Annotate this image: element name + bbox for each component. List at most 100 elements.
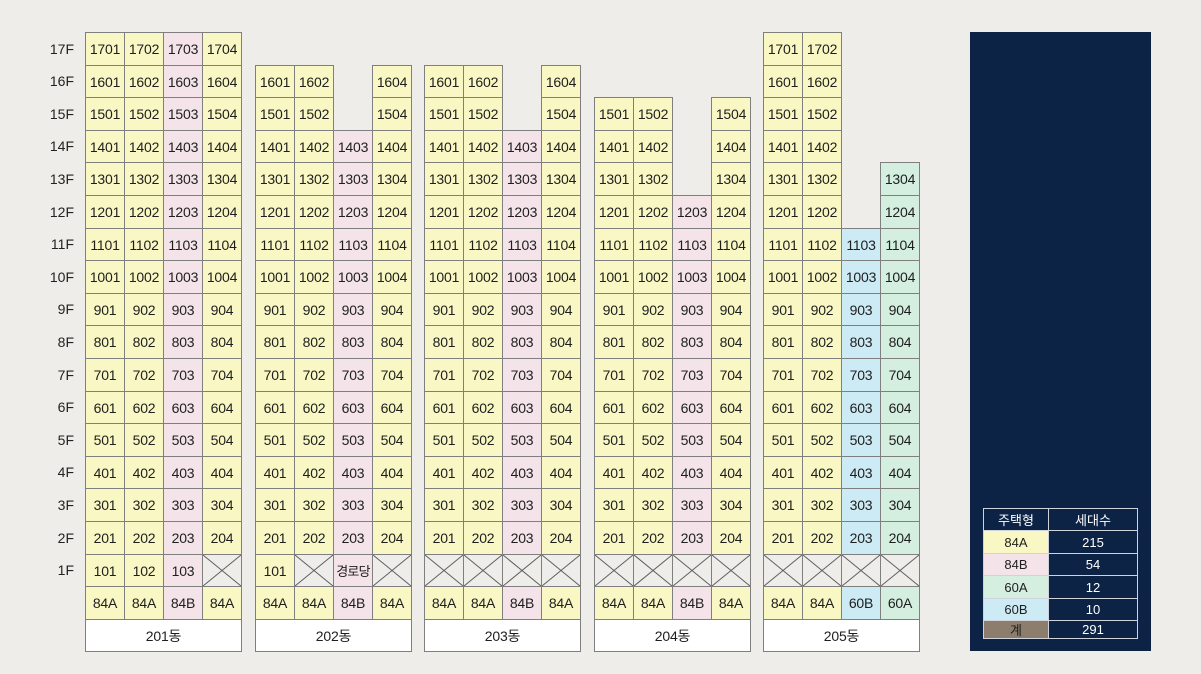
cross-mark-icon: [295, 555, 333, 586]
unit-cell: 1201: [85, 195, 125, 229]
unit-cell: 602: [802, 391, 842, 424]
unit-cell: 501: [424, 423, 464, 457]
unit-cell: 901: [85, 293, 125, 326]
unit-cell: 1103: [333, 228, 373, 261]
unit-cell: 201: [255, 521, 295, 555]
cross-mark-icon: [673, 555, 711, 586]
unit-cell: 1401: [255, 130, 295, 163]
unit-cell: 401: [85, 456, 125, 489]
unit-cell: 303: [841, 488, 881, 522]
cross-mark-icon: [712, 555, 750, 586]
unit-cell: 1501: [424, 97, 464, 131]
unit-cell: 1601: [255, 65, 295, 98]
unit-cell: 1202: [802, 195, 842, 229]
unit-cell: 1302: [124, 162, 164, 196]
unit-cell: 1204: [880, 195, 920, 229]
unit-cell: 1204: [711, 195, 751, 229]
unit-cell: 1702: [124, 32, 164, 66]
unit-cell: 1401: [424, 130, 464, 163]
unit-cell: 1204: [372, 195, 412, 229]
piloti-cell: [841, 554, 881, 587]
unit-cell: 1301: [424, 162, 464, 196]
unit-cell: 802: [463, 325, 503, 359]
unit-cell: 1002: [463, 260, 503, 294]
unit-cell: 1104: [541, 228, 581, 261]
unit-cell: 1103: [502, 228, 542, 261]
legend-count-cell: 12: [1048, 575, 1138, 599]
unit-cell: 403: [672, 456, 712, 489]
unit-cell: 1502: [463, 97, 503, 131]
unit-cell: 602: [124, 391, 164, 424]
unit-type-cell: 84A: [372, 586, 412, 620]
unit-cell: 1102: [463, 228, 503, 261]
unit-cell: 803: [333, 325, 373, 359]
unit-cell: 1604: [202, 65, 242, 98]
unit-type-cell: 84A: [541, 586, 581, 620]
unit-cell: 1403: [333, 130, 373, 163]
unit-cell: 1004: [372, 260, 412, 294]
unit-cell: 402: [802, 456, 842, 489]
unit-cell: 402: [463, 456, 503, 489]
unit-cell: 301: [594, 488, 634, 522]
unit-cell: 1302: [802, 162, 842, 196]
floor-label: 4F: [57, 464, 74, 480]
unit-cell: 1502: [633, 97, 673, 131]
unit-cell: 801: [424, 325, 464, 359]
unit-cell: 702: [294, 358, 334, 392]
piloti-cell: [502, 554, 542, 587]
unit-cell: 1303: [502, 162, 542, 196]
unit-cell: 602: [463, 391, 503, 424]
floor-label: 1F: [57, 562, 74, 578]
cross-mark-icon: [595, 555, 633, 586]
unit-cell: 504: [541, 423, 581, 457]
unit-cell: 101: [255, 554, 295, 587]
unit-cell: 1501: [85, 97, 125, 131]
unit-cell: 704: [372, 358, 412, 392]
unit-cell: 103: [163, 554, 203, 587]
unit-cell: 503: [841, 423, 881, 457]
piloti-cell: [633, 554, 673, 587]
unit-cell: 704: [541, 358, 581, 392]
unit-type-cell: 84A: [124, 586, 164, 620]
legend-type-cell: 60B: [983, 598, 1049, 621]
unit-cell: 1503: [163, 97, 203, 131]
unit-cell: 304: [711, 488, 751, 522]
unit-cell: 1402: [294, 130, 334, 163]
unit-cell: 1001: [424, 260, 464, 294]
unit-cell: 1602: [124, 65, 164, 98]
floor-label: 7F: [57, 366, 74, 383]
cross-mark-icon: [542, 555, 580, 586]
unit-cell: 601: [424, 391, 464, 424]
unit-cell: 801: [594, 325, 634, 359]
unit-cell: 804: [880, 325, 920, 359]
unit-cell: 303: [163, 488, 203, 522]
unit-cell: 204: [202, 521, 242, 555]
unit-cell: 702: [633, 358, 673, 392]
piloti-cell: [802, 554, 842, 587]
unit-cell: 1101: [85, 228, 125, 261]
unit-cell: 504: [202, 423, 242, 457]
unit-cell: 203: [672, 521, 712, 555]
unit-cell: 701: [594, 358, 634, 392]
unit-cell: 1103: [841, 228, 881, 261]
unit-cell: 204: [880, 521, 920, 555]
unit-cell: 502: [633, 423, 673, 457]
unit-cell: 501: [763, 423, 803, 457]
unit-cell: 402: [633, 456, 673, 489]
piloti-cell: [880, 554, 920, 587]
unit-cell: 303: [672, 488, 712, 522]
unit-cell: 1204: [541, 195, 581, 229]
unit-cell: 1201: [255, 195, 295, 229]
unit-cell: 1602: [294, 65, 334, 98]
building-name: 202동: [255, 619, 412, 652]
unit-cell: 804: [541, 325, 581, 359]
unit-cell: 301: [424, 488, 464, 522]
unit-cell: 904: [880, 293, 920, 326]
building-name: 204동: [594, 619, 751, 652]
unit-cell: 803: [841, 325, 881, 359]
unit-cell: 902: [463, 293, 503, 326]
floor-label: 6F: [57, 399, 74, 415]
unit-cell: 1303: [163, 162, 203, 196]
unit-cell: 703: [672, 358, 712, 392]
cross-mark-icon: [203, 555, 241, 586]
